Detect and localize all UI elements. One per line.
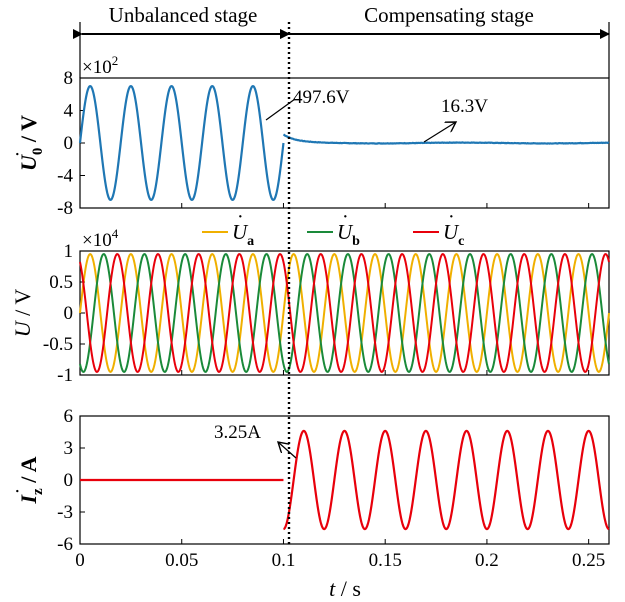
- uabc-y-ticks: 1 0.5 0 -0.5 -1: [43, 241, 85, 386]
- x-axis-label: t / s: [329, 576, 361, 601]
- stage-label-compensating: Compensating stage: [364, 3, 534, 27]
- legend-label-a: Ua: [232, 220, 254, 249]
- annotation-16-3v: 16.3V: [441, 96, 488, 117]
- panel-u0: 8 4 0 -4 -8 ×102 U0 / V · 497.6V 16.3V: [7, 53, 610, 219]
- y-tick-label: -4: [57, 166, 73, 187]
- uabc-ylabel: U / V: [10, 289, 35, 338]
- stage-header: Unbalanced stage Compensating stage: [73, 3, 610, 78]
- svg-text:·: ·: [7, 151, 29, 158]
- y-tick-label: -3: [57, 502, 73, 523]
- legend-dot-c: ·: [448, 206, 455, 228]
- y-tick-label: 0: [64, 470, 74, 491]
- y-tick-label: 1: [64, 241, 74, 262]
- iz-lines: [80, 429, 610, 531]
- annotation-497-6v-leader: [265, 98, 296, 121]
- uabc-lines: [79, 253, 610, 373]
- uabc-multiplier: ×104: [82, 226, 119, 251]
- y-tick-label: -1: [57, 365, 73, 386]
- legend-label-c: Uc: [443, 220, 464, 249]
- panel-iz: 6 3 0 -3 -6 Iz / A · 3.25A: [7, 406, 610, 555]
- legend-dot-b: ·: [342, 206, 349, 228]
- u0-lines: [78, 84, 610, 202]
- legend: Ua·Ub·Uc·: [202, 206, 464, 249]
- y-tick-label: -0.5: [43, 334, 73, 355]
- y-tick-label: 3: [64, 438, 74, 459]
- x-tick-label: 0.15: [369, 550, 402, 571]
- svg-text:·: ·: [7, 488, 29, 495]
- x-tick-label: 0.25: [572, 550, 605, 571]
- annotation-3-25a: 3.25A: [214, 422, 261, 443]
- y-tick-label: 0: [64, 133, 74, 154]
- phase-a-line: [79, 253, 610, 373]
- x-tick-label: 0.05: [165, 550, 198, 571]
- y-tick-label: 8: [64, 68, 74, 89]
- legend-label-b: Ub: [337, 220, 360, 249]
- u0-y-ticks: 8 4 0 -4 -8: [57, 68, 85, 219]
- y-tick-label: -6: [57, 534, 73, 555]
- svg-text:U0 / V: U0 / V: [16, 115, 46, 171]
- x-axis: 0 0.05 0.1 0.15 0.2 0.25: [75, 203, 605, 571]
- u0-multiplier: ×102: [82, 53, 118, 78]
- annotation-497-6v: 497.6V: [293, 87, 350, 108]
- y-tick-label: 0: [64, 303, 74, 324]
- phase-b-line: [79, 253, 610, 373]
- svg-text:U / V: U / V: [10, 289, 35, 338]
- iz-line-compensating: [283, 429, 610, 531]
- u0-ylabel: U0 / V ·: [7, 115, 46, 171]
- svg-text:Iz / A: Iz / A: [16, 456, 46, 504]
- y-tick-label: 6: [64, 406, 74, 427]
- stage-label-unbalanced: Unbalanced stage: [109, 3, 258, 27]
- annotation-3-25a-arrow: [278, 442, 297, 459]
- panel-uabc: 1 0.5 0 -0.5 -1 ×104 U / V: [10, 226, 610, 386]
- phase-c-line: [79, 253, 610, 373]
- y-tick-label: -8: [57, 198, 73, 219]
- legend-dot-a: ·: [237, 206, 244, 228]
- u0-line-unbalanced: [78, 84, 285, 202]
- y-tick-label: 4: [64, 101, 74, 122]
- y-tick-label: 0.5: [49, 272, 73, 293]
- x-tick-label: 0.1: [272, 550, 296, 571]
- annotation-16-3v-arrow: [423, 122, 456, 143]
- x-tick-label: 0: [75, 550, 85, 571]
- iz-ylabel: Iz / A ·: [7, 456, 46, 504]
- u0-line-compensating: [282, 133, 610, 145]
- x-tick-label: 0.2: [475, 550, 499, 571]
- iz-y-ticks: 6 3 0 -3 -6: [57, 406, 85, 555]
